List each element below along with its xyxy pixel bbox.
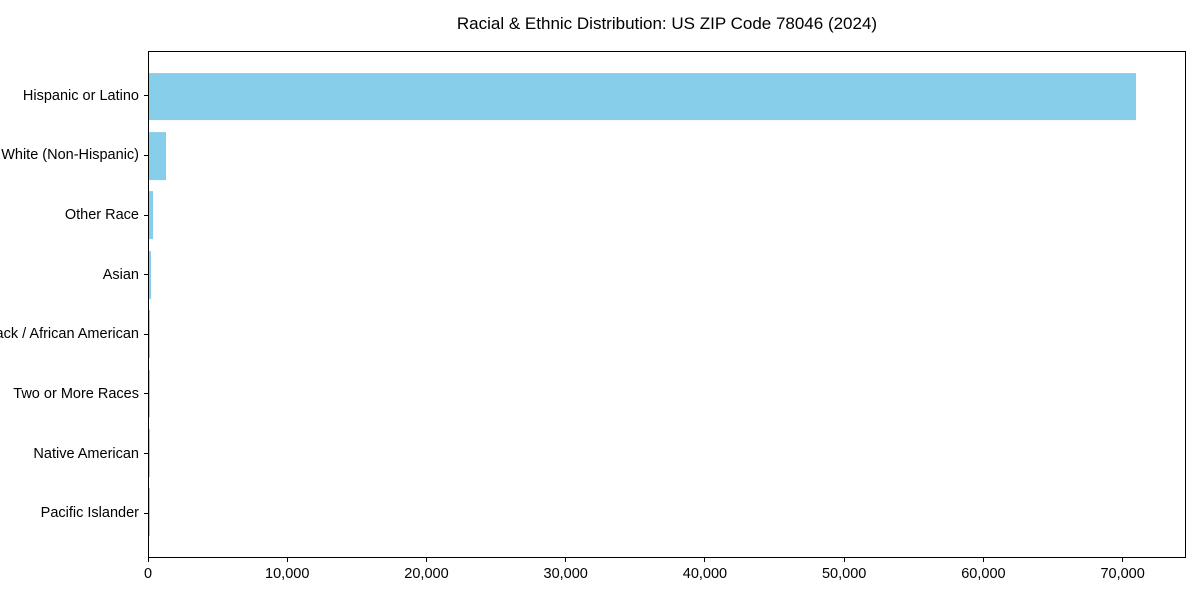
y-axis-label: Other Race xyxy=(64,207,139,224)
x-tick-mark xyxy=(704,558,706,562)
y-label-row: Black / African American xyxy=(0,305,148,365)
y-tick-mark xyxy=(144,333,148,335)
x-tick-mark xyxy=(1122,558,1124,562)
x-tick-label: 30,000 xyxy=(543,566,588,582)
y-axis-label: Two or More Races xyxy=(13,385,139,402)
bar xyxy=(149,191,154,240)
bar-row xyxy=(149,186,1185,245)
y-axis-label: Pacific Islander xyxy=(40,505,139,522)
bar xyxy=(149,72,1136,121)
bar-row xyxy=(149,67,1185,126)
x-tick-mark xyxy=(147,558,149,562)
y-tick-mark xyxy=(144,512,148,514)
y-label-row: Pacific Islander xyxy=(0,483,148,543)
y-tick-mark xyxy=(144,214,148,216)
bars-container xyxy=(149,52,1185,557)
y-label-row: Hispanic or Latino xyxy=(0,66,148,126)
y-axis-label: White (Non-Hispanic) xyxy=(1,147,139,164)
y-tick-mark xyxy=(144,393,148,395)
x-tick-mark xyxy=(843,558,845,562)
y-tick-mark xyxy=(144,154,148,156)
bar-row xyxy=(149,245,1185,304)
y-tick-mark xyxy=(144,453,148,455)
y-tick-mark xyxy=(144,274,148,276)
y-axis-label: Hispanic or Latino xyxy=(22,87,139,104)
y-axis-label: Asian xyxy=(102,266,139,283)
plot-area xyxy=(148,51,1186,558)
bar-row xyxy=(149,305,1185,364)
bar-row xyxy=(149,364,1185,423)
bar-row xyxy=(149,483,1185,542)
bar xyxy=(149,310,151,359)
x-tick-mark xyxy=(982,558,984,562)
bar-row xyxy=(149,126,1185,185)
x-axis: 0 10,000 20,000 30,000 40,000 50,000 60,000 70,… xyxy=(144,558,1186,588)
x-tick-label: 60,000 xyxy=(961,566,1006,582)
x-tick-label: 0 xyxy=(143,566,153,582)
y-axis-labels: Hispanic or Latino White (Non-Hispanic) Ot… xyxy=(0,51,148,558)
x-tick-label: 40,000 xyxy=(682,566,728,582)
y-label-row: Native American xyxy=(0,424,148,484)
bar xyxy=(149,132,167,180)
y-label-row: Two or More Races xyxy=(0,364,148,424)
y-label-row: Asian xyxy=(0,245,148,305)
y-label-row: Other Race xyxy=(0,185,148,245)
y-axis-label: Black / African American xyxy=(0,326,139,343)
bar xyxy=(149,369,150,418)
x-tick-mark xyxy=(565,558,567,562)
y-tick-mark xyxy=(144,95,148,97)
x-tick-mark xyxy=(286,558,288,562)
x-tick-label: 10,000 xyxy=(265,566,310,582)
bar-row xyxy=(149,423,1185,482)
y-axis-label: Native American xyxy=(33,445,139,462)
bar xyxy=(149,250,152,299)
y-label-row: White (Non-Hispanic) xyxy=(0,126,148,186)
x-tick-label: 70,000 xyxy=(1100,566,1145,582)
x-tick-mark xyxy=(425,558,427,562)
x-tick-label: 50,000 xyxy=(821,566,867,582)
chart-title: Racial & Ethnic Distribution: US ZIP Cod… xyxy=(456,14,878,33)
x-tick-label: 20,000 xyxy=(404,566,449,582)
